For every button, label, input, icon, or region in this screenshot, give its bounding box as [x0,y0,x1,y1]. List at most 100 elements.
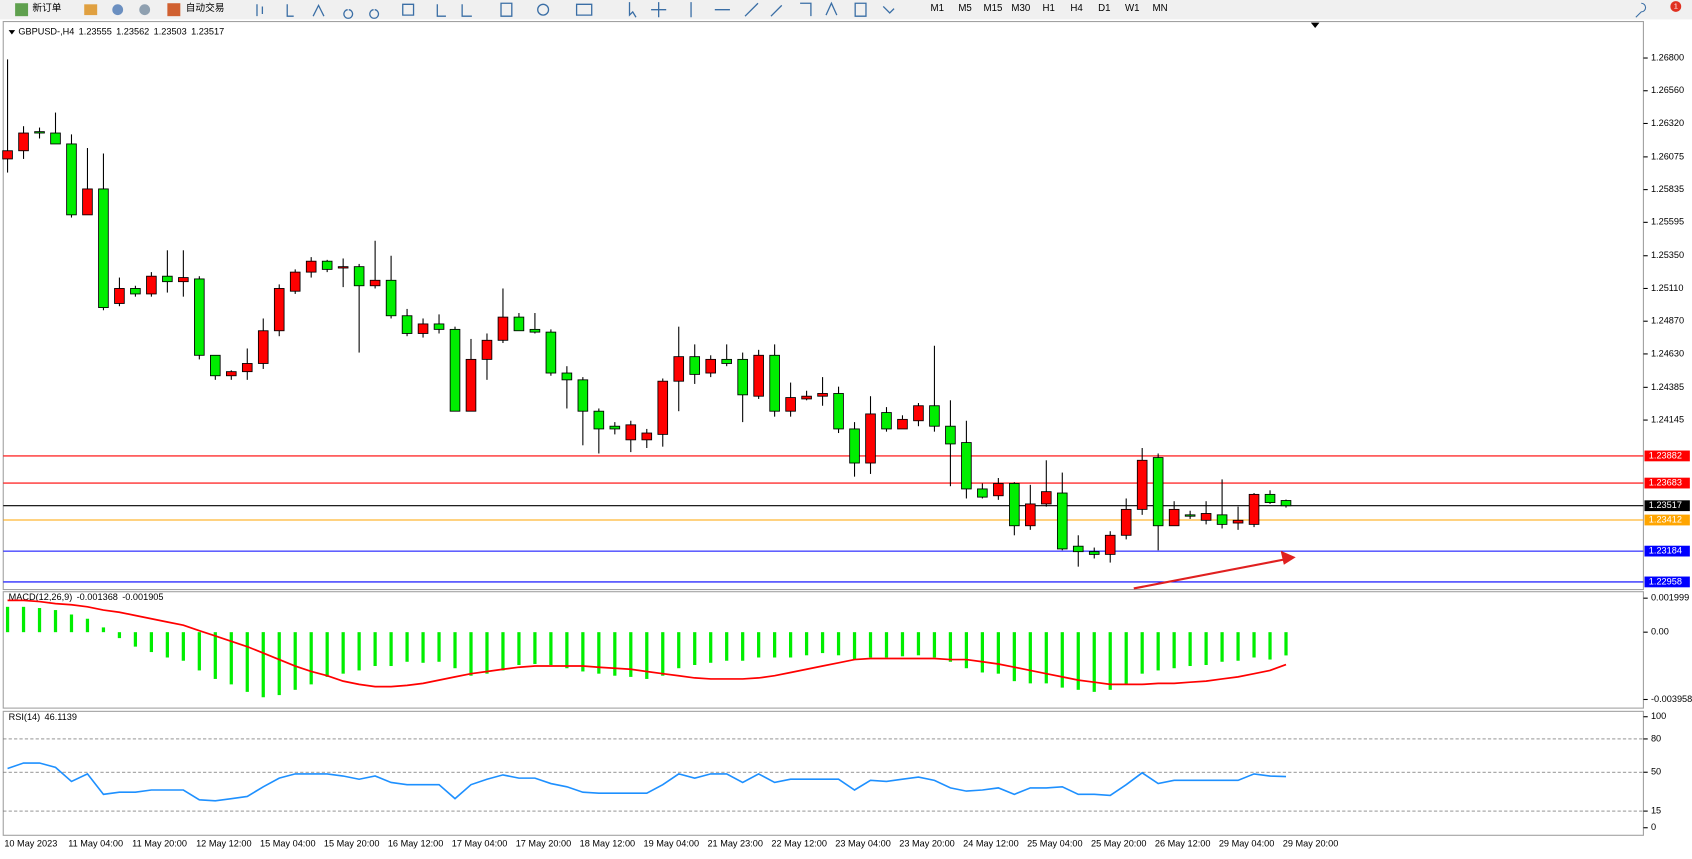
timeframe-button[interactable]: M5 [958,3,971,14]
auto-trading-button[interactable]: 自动交易 [186,1,225,14]
candle-body [289,271,301,292]
candle-body [66,143,77,216]
window-menu-marker[interactable] [8,30,16,35]
toolbar-bg [0,0,1692,20]
candle-body [162,275,173,283]
candle-body [593,410,605,430]
tool-icon[interactable] [84,4,98,16]
timeframe-button[interactable]: M1 [931,3,944,14]
timeframe-button[interactable]: D1 [1098,3,1110,14]
timeframe-button[interactable]: M15 [984,3,1003,14]
candle-body [545,331,557,374]
y-tick-label: 1.26320 [1651,118,1684,128]
x-tick-label: 17 May 04:00 [452,838,508,848]
timeframe-button[interactable]: H4 [1070,3,1083,14]
signal-line [7,599,1287,688]
x-tick-label: 22 May 12:00 [771,838,827,848]
timeframe-button[interactable]: M30 [1011,3,1030,14]
candle-body [401,315,413,334]
new-order-icon[interactable] [15,3,29,17]
rsi-header: RSI(14) 46.1139 [9,712,77,722]
y-tick-label: 1.25595 [1651,217,1684,227]
x-tick-label: 23 May 04:00 [835,838,891,848]
price-label-bg [1644,545,1690,557]
candle-body [1152,457,1164,527]
x-tick-label: 26 May 12:00 [1155,838,1211,848]
y-tick-label: 1.26800 [1651,52,1684,62]
notification-count: 1 [1674,1,1678,10]
candle-body [257,330,269,364]
candle-body [673,356,685,382]
candle-body [529,328,541,333]
candle-body [385,279,397,317]
y-tick-label: 1.26560 [1651,85,1684,95]
x-tick-label: 24 May 12:00 [963,838,1019,848]
candle-body [561,372,573,381]
low-value: 1.23503 [154,27,187,37]
candle-body [2,150,13,160]
candle-body [1184,514,1196,517]
candle-body [1280,500,1292,507]
price-window [2,21,1644,591]
candle-body [82,188,93,216]
price-label-bg [1644,514,1690,526]
price-label: 1.23683 [1649,477,1682,487]
signal-value: -0.001905 [122,593,163,603]
price-label-bg [1644,500,1690,512]
candle-body [785,397,796,412]
price-label: 1.22958 [1649,576,1682,586]
y-tick-label: 50 [1651,767,1661,777]
tool-icon[interactable] [139,4,151,16]
y-tick-label: 0 [1651,822,1656,832]
candle-body [50,132,61,145]
symbol: GBPUSD-,H4 [18,27,74,37]
price-label-bg [1644,477,1690,489]
candle-body [1041,491,1052,505]
candle-body [625,424,637,441]
chart-shift-marker[interactable] [1310,22,1320,29]
y-tick-label: 1.25110 [1651,283,1683,293]
candle-body [929,405,940,427]
arrow-shaft [1133,558,1286,590]
chart-tool-icons[interactable] [256,3,415,19]
search-icon[interactable] [1635,2,1647,18]
candle-body [146,275,157,295]
candle-body [194,278,205,356]
notification-badge[interactable] [1670,1,1682,12]
candle-body [753,354,764,397]
price-label: 1.23412 [1649,514,1682,524]
candle-body [1120,508,1132,536]
candle-body [993,483,1004,497]
tool-icon[interactable] [112,4,124,16]
timeframe-button[interactable]: W1 [1125,3,1140,14]
candle-body [881,412,892,430]
close-value: 1.23517 [191,27,224,37]
candle-body [433,323,445,330]
candle-body [689,356,701,375]
candle-body [114,288,125,304]
candle-body [1264,493,1276,503]
drawing-tool-icons[interactable] [628,1,895,18]
candle-body [641,432,653,441]
candle-body [1136,459,1148,510]
toolbar: 新订单 自动交易 M1 M5 M15 M30 H1 H4 D1 W1 MN 1 [0,0,1692,20]
candle-body [1056,492,1068,550]
timeframe-button[interactable]: MN [1153,3,1168,14]
candle-body [1088,551,1100,555]
candle-body [513,316,525,332]
candle-body [369,279,381,287]
y-tick-label: 0.00 [1651,627,1669,637]
candle-body [225,371,237,377]
candle-body [801,395,812,400]
chart-tool-icons[interactable] [436,2,593,17]
timeframe-button[interactable]: H1 [1042,3,1054,14]
candle-body [18,132,29,152]
x-tick-label: 11 May 20:00 [132,838,187,848]
candle-body [1025,503,1036,527]
auto-trading-icon[interactable] [167,3,181,17]
candle-body [913,405,924,422]
price-label: 1.23517 [1649,500,1682,510]
candle-body [98,188,109,308]
new-order-button[interactable]: 新订单 [32,1,61,14]
